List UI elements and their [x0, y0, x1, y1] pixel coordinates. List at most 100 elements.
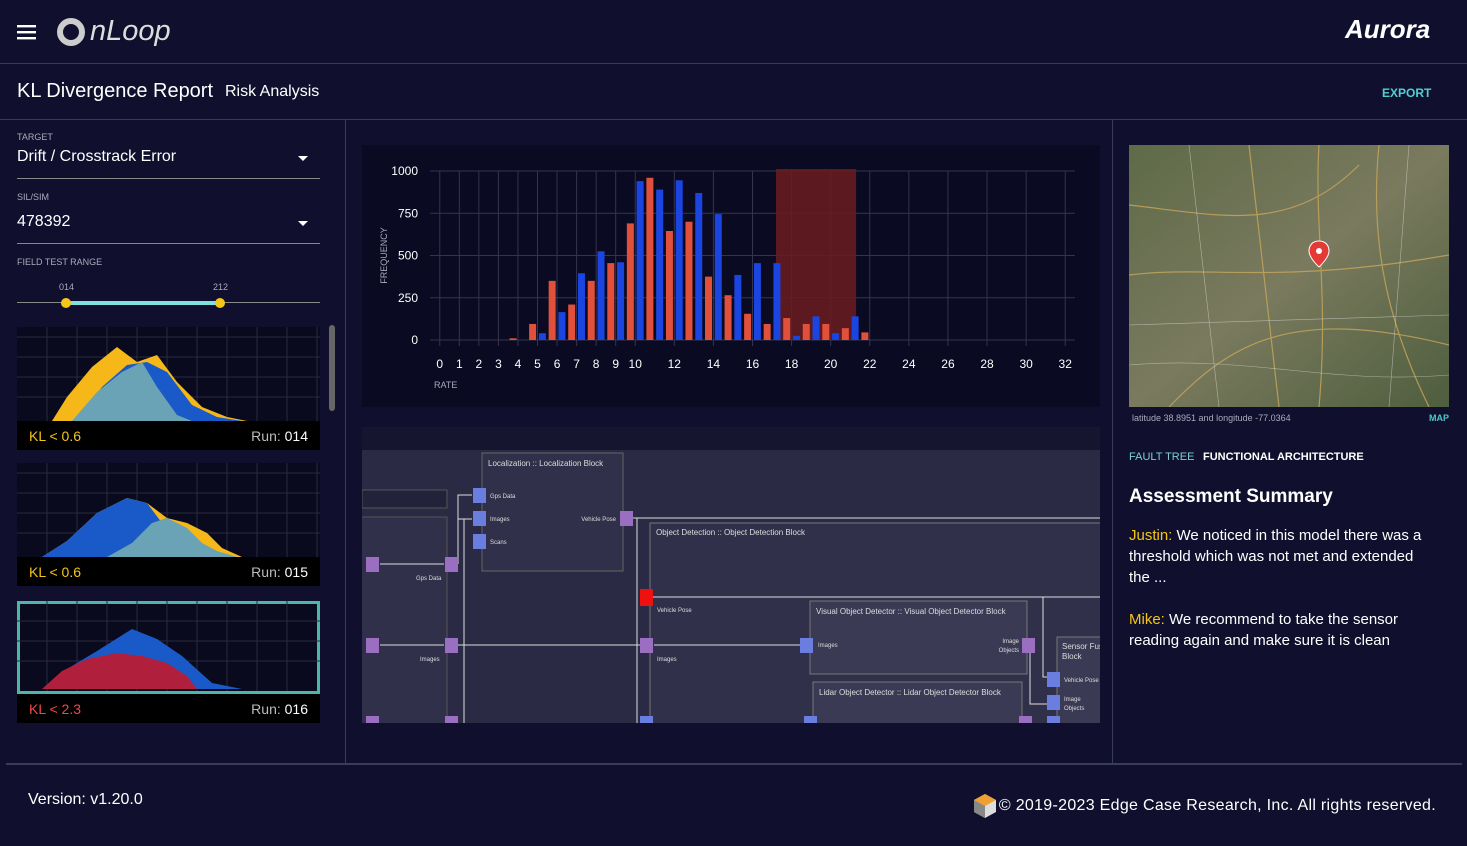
- map-link[interactable]: MAP: [1429, 413, 1449, 423]
- y-tick-label: 250: [398, 291, 418, 305]
- decoration: Run: 016: [251, 701, 308, 717]
- decoration: [1047, 672, 1060, 687]
- diagram-label: Vehicle Pose: [581, 517, 616, 523]
- run-id: 015: [284, 564, 308, 580]
- decoration: [17, 243, 320, 244]
- x-tick-label: 28: [980, 357, 994, 371]
- decoration: [804, 716, 817, 723]
- x-axis-label: RATE: [434, 380, 457, 390]
- divider: [0, 119, 1467, 120]
- comment-author: Mike:: [1129, 611, 1165, 628]
- decoration: [473, 488, 1060, 723]
- bar: [617, 262, 625, 340]
- x-tick-label: 8: [593, 357, 600, 371]
- diagram-label: Image: [1064, 697, 1081, 703]
- decoration: [17, 25, 36, 28]
- x-tick-label: 7: [573, 357, 580, 371]
- decoration: [366, 638, 379, 653]
- diagram-label: Image: [1002, 639, 1019, 645]
- decoration: [445, 716, 458, 723]
- decoration: [640, 638, 653, 653]
- decoration: [298, 156, 308, 226]
- menu-icon[interactable]: [17, 24, 37, 40]
- run-label: Run:: [251, 701, 281, 717]
- card-footer: KL < 0.6 Run: 015: [17, 557, 320, 586]
- diagram-label: Object Detection :: Object Detection Blo…: [656, 528, 806, 537]
- decoration: [362, 489, 448, 509]
- logo-mark: [57, 18, 85, 46]
- diagram-label: Vehicle Pose: [1064, 678, 1099, 684]
- x-tick-label: 18: [785, 357, 799, 371]
- decoration: [17, 37, 36, 40]
- bar: [626, 223, 634, 340]
- export-button[interactable]: EXPORT: [1382, 86, 1432, 100]
- decoration: [481, 452, 624, 572]
- decoration: [1316, 248, 1322, 254]
- diagram-label: Images: [657, 657, 677, 663]
- decoration: [473, 488, 486, 503]
- dropdown-value[interactable]: 478392: [17, 213, 71, 230]
- bar: [724, 295, 732, 340]
- bar: [538, 333, 546, 340]
- map-caption: latitude 38.8951 and longitude -77.0364: [1132, 413, 1291, 423]
- bar: [685, 221, 693, 340]
- dropdown-value[interactable]: Drift / Crosstrack Error: [17, 148, 177, 165]
- divider: [1112, 120, 1113, 763]
- decoration: [1129, 145, 1449, 407]
- x-tick-label: 22: [863, 357, 877, 371]
- y-tick-label: 1000: [391, 164, 418, 178]
- decoration: [812, 681, 1023, 723]
- bar: [773, 263, 781, 340]
- decoration: [640, 716, 653, 723]
- kl-label: KL < 0.6: [29, 428, 82, 444]
- bar: [783, 318, 791, 340]
- diagram-label: Scans: [490, 540, 507, 546]
- x-tick-label: 2: [476, 357, 483, 371]
- decoration: [362, 145, 1100, 407]
- kl-label: KL < 2.3: [29, 701, 82, 717]
- bar: [675, 180, 683, 340]
- x-tick-label: 6: [554, 357, 561, 371]
- diagram-label: Gps Data: [490, 494, 516, 500]
- range-end: 212: [213, 282, 229, 292]
- decoration: [362, 516, 448, 723]
- run-card[interactable]: KL < 0.6 Run: 015: [17, 463, 320, 586]
- bar: [832, 333, 840, 340]
- comment-text: We recommend to take the sensor reading …: [1129, 611, 1399, 649]
- diagram-label: Gps Data: [416, 576, 442, 582]
- tab-active[interactable]: FUNCTIONAL ARCHITECTURE: [1203, 451, 1364, 463]
- bar: [744, 313, 752, 340]
- decoration: Run: 014: [251, 428, 308, 444]
- run-card[interactable]: KL < 0.6 Run: 014: [17, 327, 320, 450]
- tab[interactable]: FAULT TREE: [1129, 451, 1195, 463]
- run-id: 016: [284, 701, 308, 717]
- diagram-label: Images: [490, 517, 510, 523]
- bar: [587, 280, 595, 340]
- bar: [812, 316, 820, 340]
- x-tick-label: 24: [902, 357, 916, 371]
- x-tick-label: 0: [436, 357, 443, 371]
- y-tick-label: 500: [398, 249, 418, 263]
- bar: [636, 181, 644, 340]
- y-axis-label: FREQUENCY: [379, 227, 389, 284]
- decoration: [57, 18, 85, 46]
- run-card[interactable]: KL < 2.3 Run: 016: [17, 601, 320, 723]
- decoration: [107, 518, 237, 557]
- run-chart: [17, 601, 320, 694]
- bar: [597, 251, 605, 340]
- decoration: [1019, 716, 1032, 723]
- field-label: SIL/SIM: [17, 192, 50, 202]
- bar: [714, 214, 722, 340]
- comment: Justin: We noticed in this model there w…: [1129, 525, 1429, 588]
- bar: [753, 263, 761, 340]
- bar: [509, 338, 517, 340]
- decoration: [380, 494, 1100, 723]
- decoration: [1129, 145, 1449, 407]
- map[interactable]: [1129, 145, 1449, 407]
- bar: [695, 192, 703, 340]
- brand: Aurora: [1345, 14, 1431, 44]
- scrollbar[interactable]: [329, 325, 335, 411]
- range-slider[interactable]: [17, 296, 320, 310]
